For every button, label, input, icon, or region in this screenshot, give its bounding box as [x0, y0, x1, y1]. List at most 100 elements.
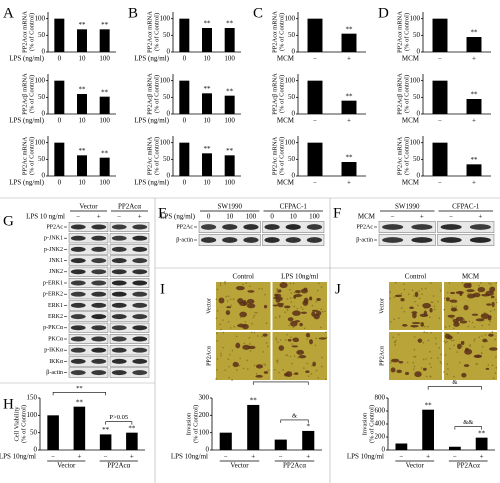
pore — [227, 358, 230, 360]
x-axis-label: LPS (ng/ml) — [9, 179, 44, 187]
pore — [246, 368, 249, 370]
lane-label: 0 — [270, 213, 274, 221]
band — [132, 235, 148, 241]
x-tick-label: 100 — [99, 179, 110, 187]
cell — [309, 296, 313, 301]
band — [111, 269, 127, 275]
pore — [495, 367, 498, 369]
pore — [290, 301, 293, 303]
band — [91, 235, 107, 241]
significance: ** — [79, 147, 87, 155]
x-tick-label: + — [472, 117, 476, 125]
x-tick-label: − — [438, 55, 442, 63]
y-axis-label: (% of Control) — [28, 13, 35, 51]
pore — [427, 339, 430, 342]
pore — [412, 361, 414, 364]
cell — [263, 371, 269, 374]
pore — [413, 355, 415, 358]
cell — [463, 304, 469, 311]
pore — [215, 317, 218, 320]
pore — [430, 366, 432, 369]
significance: ** — [101, 21, 109, 29]
cell — [447, 314, 456, 318]
pore — [306, 338, 308, 340]
band — [91, 269, 107, 275]
blot-strip — [68, 322, 109, 333]
x-tick-label: 0 — [58, 55, 62, 63]
significance: ** — [471, 91, 479, 99]
y-tick-label: 800 — [375, 394, 386, 402]
lane-label: + — [97, 213, 101, 221]
y-axis-label: (% of Control) — [278, 137, 285, 175]
band — [132, 347, 148, 353]
pore — [285, 354, 287, 356]
pore — [289, 355, 292, 358]
pore — [279, 339, 282, 341]
bar — [466, 37, 482, 52]
blot-strip — [68, 311, 109, 322]
blot-row-label: p-JNK2 — [44, 247, 63, 253]
pore — [284, 311, 286, 313]
pore — [276, 341, 279, 343]
x-tick-label: 10 — [79, 117, 87, 125]
pore — [216, 358, 219, 360]
y-tick-label: 50 — [163, 31, 171, 39]
blot-treatment: LPS (ng/ml) — [160, 213, 195, 221]
pore — [324, 378, 327, 381]
pore — [289, 297, 292, 299]
blot-strip — [109, 266, 150, 277]
band — [70, 302, 86, 308]
cell — [255, 364, 264, 369]
x-tick-label: + — [347, 55, 351, 63]
panel-letter: J — [335, 281, 341, 297]
y-axis-label: (% of Control) — [153, 13, 160, 51]
pore — [278, 371, 280, 374]
band — [469, 237, 491, 243]
band — [70, 370, 86, 376]
pore — [423, 331, 426, 333]
x-tick-label: 100 — [224, 179, 235, 187]
bar — [341, 162, 357, 176]
blot-strip — [68, 233, 109, 244]
pore — [286, 298, 289, 300]
cell — [485, 367, 490, 370]
pore — [249, 343, 251, 345]
blot-group: CFPAC-1 — [452, 203, 480, 211]
pore — [444, 354, 447, 356]
significance: ** — [226, 87, 234, 95]
pore — [430, 357, 433, 359]
y-axis-label: (% of Control) — [153, 75, 160, 113]
band — [91, 246, 107, 252]
band — [285, 224, 301, 230]
pore — [452, 318, 454, 320]
y-tick-label: 100 — [27, 411, 38, 419]
blot-group: PP2Acα — [118, 203, 141, 211]
pore — [478, 284, 480, 287]
y-axis-label: PP2Acα mRNA — [146, 11, 153, 53]
pore — [437, 300, 439, 303]
cell — [414, 371, 422, 378]
bar — [77, 155, 87, 176]
pore — [444, 326, 447, 328]
panel-letter: C — [253, 5, 263, 21]
pore — [293, 355, 296, 357]
blot-strip — [68, 278, 109, 289]
pore — [306, 362, 309, 365]
y-tick-label: 0 — [42, 48, 46, 56]
pore — [293, 305, 296, 308]
blot-row-label: p-ERK1 — [43, 280, 63, 286]
pore — [393, 318, 396, 321]
band — [132, 280, 148, 286]
y-tick-label: 100 — [35, 138, 46, 146]
x-axis-label: MCM — [277, 55, 295, 63]
cell — [226, 306, 232, 309]
band — [111, 224, 127, 230]
cell — [277, 289, 282, 293]
pore — [438, 347, 441, 349]
x-tick-label: − — [453, 453, 457, 461]
y-tick-label: 50 — [163, 155, 171, 163]
y-axis-label: PP2Acβ mRNA — [146, 73, 153, 115]
band — [70, 224, 86, 230]
pore — [446, 291, 449, 294]
x-tick-label: 0 — [58, 117, 62, 125]
